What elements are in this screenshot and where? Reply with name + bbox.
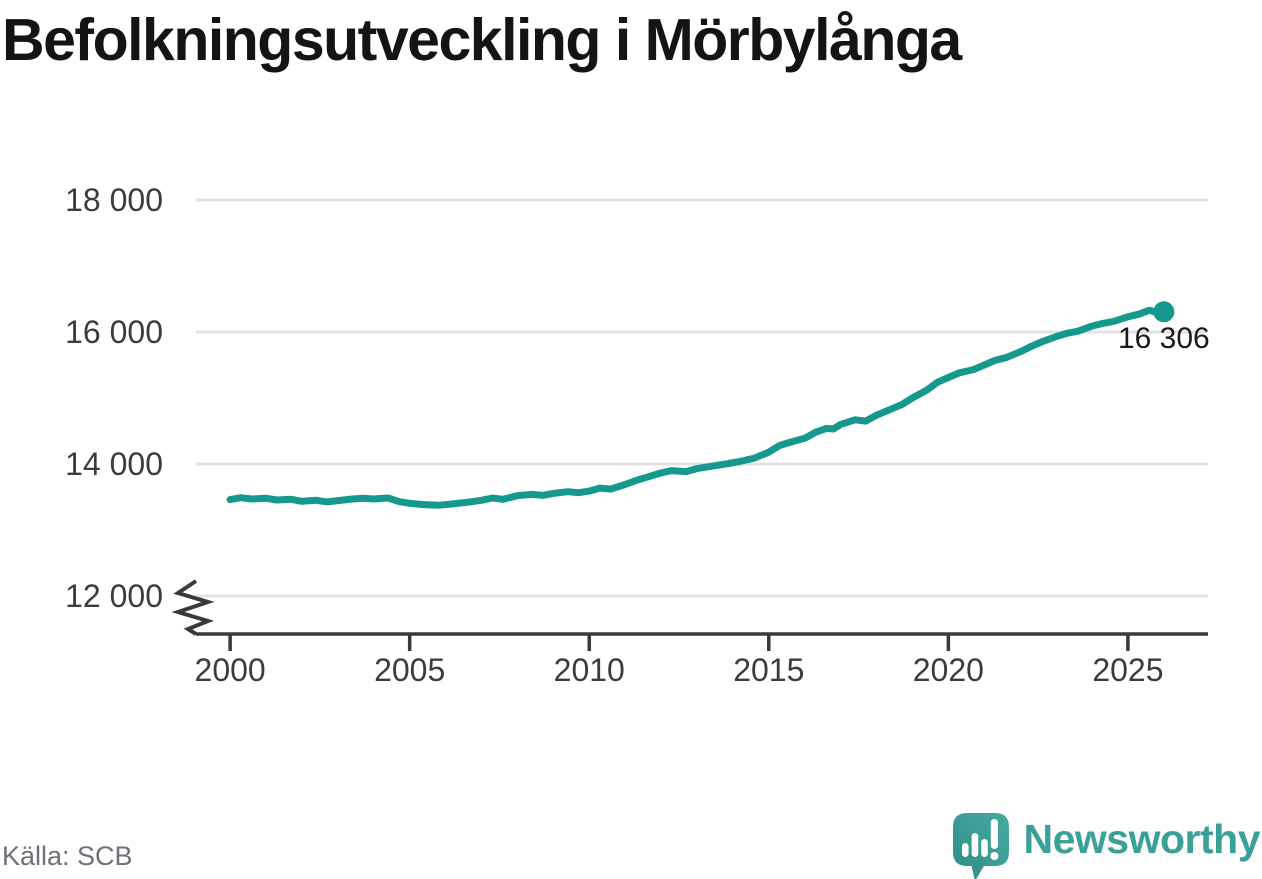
end-value-label: 16 306: [1117, 321, 1210, 355]
x-tick-label: 2015: [733, 652, 805, 688]
newsworthy-logo-text: Newsworthy: [1023, 816, 1261, 862]
x-tick-label: 2005: [374, 652, 446, 688]
bar-chart-icon: [961, 819, 998, 860]
y-tick-label: 14 000: [65, 446, 163, 482]
x-tick-label: 2000: [194, 652, 266, 688]
gridlines: [196, 198, 1208, 598]
y-tick-label: 18 000: [65, 182, 163, 218]
axis-break-icon: [171, 579, 215, 636]
newsworthy-logo-icon: [952, 813, 1009, 879]
population-line-series: [226, 301, 1175, 509]
x-tick-label: 2010: [553, 652, 625, 688]
y-tick-label: 16 000: [65, 314, 163, 350]
x-tick-label: 2025: [1092, 652, 1164, 688]
x-axis: [196, 632, 1208, 651]
x-tick-label: 2020: [912, 652, 984, 688]
y-tick-label: 12 000: [65, 578, 163, 614]
source-note: Källa: SCB: [2, 841, 133, 871]
newsworthy-logo: Newsworthy: [952, 810, 1261, 879]
speech-bubble-shape: [952, 813, 1009, 879]
chart-title: Befolkningsutveckling i Mörbylånga: [2, 7, 962, 73]
